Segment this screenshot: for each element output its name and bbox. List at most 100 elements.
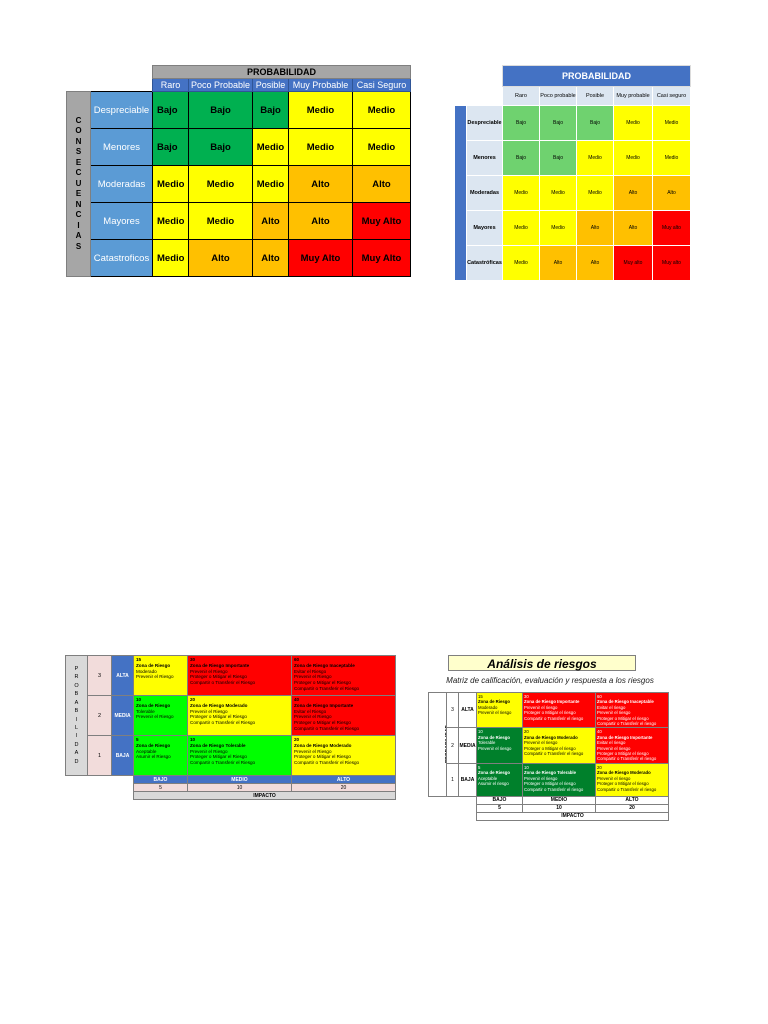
analysis-title: Análisis de riesgos — [448, 655, 636, 671]
zone-line: Prevenir el riesgo — [478, 745, 512, 751]
consequence-label: Despreciable — [466, 105, 503, 141]
zone-line: 40 — [597, 729, 602, 735]
impact-level: BAJO — [133, 775, 188, 784]
zone-line: 60 — [597, 694, 602, 699]
zone-line: Compartir o Transferir el Riesgo — [190, 760, 256, 766]
vertical-letter: S — [75, 241, 82, 251]
risk-cell: Medio — [539, 175, 577, 211]
zone-line: Compartir o Transferir el Riesgo — [294, 685, 360, 691]
probability-header: Poco Probable — [188, 78, 253, 92]
zone-line: Zona de Riesgo Moderado — [190, 702, 248, 708]
consequence-label: Despreciable — [90, 91, 153, 129]
vertical-letter: C — [75, 210, 82, 220]
probability-vertical-label: PROBABILIDAD — [428, 692, 447, 797]
risk-cell: Alto — [288, 165, 353, 203]
vertical-letter: I — [75, 733, 78, 740]
impact-level: MEDIO — [187, 775, 292, 784]
impact-title-row: IMPACTO — [429, 811, 669, 821]
consequence-label: Catastroficos — [90, 239, 153, 277]
risk-cell: Medio — [352, 128, 411, 166]
zone-cell: 10 Zona de Riesgo Tolerable Prevenir el rie… — [476, 727, 523, 764]
vertical-letter: O — [75, 126, 82, 136]
vertical-letter: D — [74, 741, 79, 748]
level-label: ALTA — [458, 691, 477, 729]
risk-cell: Bajo — [188, 91, 253, 129]
impact-level: MEDIO — [522, 795, 596, 805]
zone-line: Prevenir el riesgo — [478, 710, 512, 716]
level-label: MEDIA — [111, 695, 134, 736]
impact-level-row: BAJO MEDIO ALTO — [429, 795, 669, 805]
risk-cell: Medio — [502, 175, 540, 211]
risk-cell: Bajo — [502, 140, 540, 176]
zone-cell: 5 Zona de Riesgo Aceptable Asumir el Riesgo — [133, 735, 188, 776]
zone-line: 40 — [294, 697, 300, 702]
zone-line: Prevenir el riesgo — [597, 775, 631, 781]
probability-title: PROBABILIDAD — [152, 65, 411, 79]
vertical-letter: E — [75, 157, 82, 167]
vertical-letter: C — [75, 168, 82, 178]
zone-line: Zona de Riesgo — [136, 742, 171, 748]
risk-cell: Alto — [652, 175, 691, 211]
zone-line: 15 — [478, 694, 483, 699]
zone-line: Zona de Riesgo — [478, 770, 510, 776]
consequence-label: Catastróficas — [466, 245, 503, 281]
vertical-letter: E — [75, 189, 82, 199]
vertical-letter: R — [74, 674, 79, 681]
matrix-row: Menores Bajo Bajo Medio Medio Medio — [67, 128, 411, 166]
zone-line: Prevenir el Riesgo — [190, 748, 228, 754]
zone-line: Zona de Riesgo Inaceptable — [294, 662, 355, 668]
zone-line: Zona de Riesgo Moderado — [597, 770, 651, 776]
vertical-letter: O — [74, 682, 79, 689]
matrix-row: 1 BAJA 5 Zona de Riesgo Aceptable Asumir el R… — [66, 735, 396, 776]
zone-line: Prevenir el Riesgo — [190, 708, 228, 714]
risk-cell: Bajo — [252, 91, 289, 129]
zone-line: Zona de Riesgo Importante — [597, 734, 653, 740]
impact-value: 20 — [291, 783, 396, 792]
consequence-label: Moderadas — [90, 165, 153, 203]
matrix-row: Menores Bajo Bajo Medio Medio Medio — [455, 140, 691, 176]
zone-line: Prevenir el riesgo — [597, 710, 631, 716]
zone-line: Prevenir el Riesgo — [136, 714, 174, 720]
vertical-letter: I — [75, 716, 78, 723]
consequence-label: Mayores — [90, 202, 153, 240]
matrix-row: Moderadas Medio Medio Medio Alto Alto — [455, 175, 691, 211]
zone-cell: 20 Zona de Riesgo Moderado Prevenir el rie… — [595, 762, 669, 797]
zone-line: Zona de Riesgo Importante — [190, 662, 250, 668]
zone-line: Zona de Riesgo — [136, 662, 171, 668]
zone-line: Zona de Riesgo Inaceptable — [597, 699, 654, 705]
matrix-row: Mayores Medio Medio Alto Alto Muy Alto — [67, 202, 411, 240]
vertical-letter: A — [74, 699, 79, 706]
impact-value: 10 — [522, 803, 596, 813]
risk-matrix-1: PROBABILIDAD Raro Poco Probable Posible Muy… — [66, 65, 411, 277]
zone-line: Compartir o Transferir el riesgo — [597, 721, 657, 727]
vertical-letter: C — [75, 115, 82, 125]
zone-line: 30 — [190, 657, 196, 662]
zone-line: Compartir o Transferir el riesgo — [524, 715, 584, 721]
risk-cell: Medio — [188, 202, 253, 240]
zone-cell: 40 Zona de Riesgo Importante Evitar el Rie… — [291, 695, 396, 736]
zone-line: Prevenir el riesgo — [597, 745, 631, 751]
probability-header: Poco probable — [539, 86, 577, 106]
matrix-row: 2 MEDIA 10 Zona de Riesgo Tolerable Prevenir … — [429, 727, 669, 764]
risk-matrix-2: PROBABILIDAD Raro Poco probable Posible Muy… — [454, 65, 691, 281]
risk-cell: Bajo — [539, 105, 577, 141]
risk-cell: Bajo — [152, 128, 189, 166]
risk-cell: Medio — [502, 245, 540, 281]
matrix-row: CONSECUENCIASDespreciableBajoBajoBajoMed… — [454, 105, 691, 281]
matrix-row: Mayores Medio Medio Alto Alto Muy alto — [455, 210, 691, 246]
zone-cell: 60 Zona de Riesgo Inaceptable Evitar el ri… — [595, 691, 669, 729]
zone-line: 5 — [136, 737, 139, 742]
risk-cell: Alto — [576, 245, 614, 281]
zone-line: Evitar el riesgo — [597, 704, 626, 710]
risk-cell: Alto — [539, 245, 577, 281]
impact-level: ALTO — [595, 795, 669, 805]
impact-level: ALTO — [291, 775, 396, 784]
zone-line: Compartir o Transferir el riesgo — [524, 751, 584, 757]
risk-cell: Alto — [613, 210, 653, 246]
zone-line: 10 — [190, 737, 196, 742]
level-number: 2 — [87, 695, 112, 736]
zone-line: Zona de Riesgo Moderado — [524, 734, 578, 740]
vertical-letter: A — [75, 231, 82, 241]
